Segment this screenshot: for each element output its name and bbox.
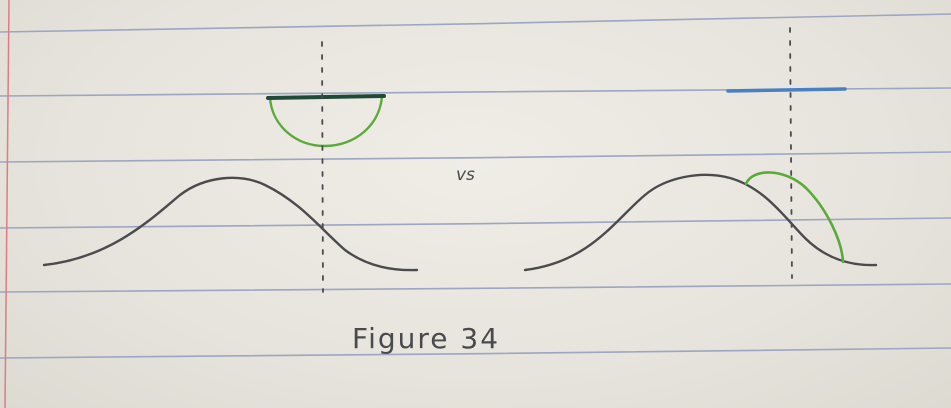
ruled-line <box>0 283 951 293</box>
left-dark-green-bar <box>266 94 386 100</box>
right-blue-bar <box>726 87 847 93</box>
right-dotted-guide <box>789 27 793 279</box>
vs-label: vs <box>456 165 475 185</box>
left-green-semicircle <box>268 94 384 148</box>
ruled-line <box>0 347 951 359</box>
margin-line <box>4 0 10 408</box>
right-green-arc <box>744 171 845 264</box>
ruled-line <box>0 151 951 163</box>
figure-caption: Figure 34 <box>352 322 500 355</box>
ruled-lines <box>0 13 951 359</box>
ruled-line <box>0 217 951 229</box>
left-dotted-guide <box>321 41 324 293</box>
ruled-line <box>0 13 951 33</box>
left-bell-curve <box>42 176 419 272</box>
right-bell-curve <box>523 173 878 272</box>
